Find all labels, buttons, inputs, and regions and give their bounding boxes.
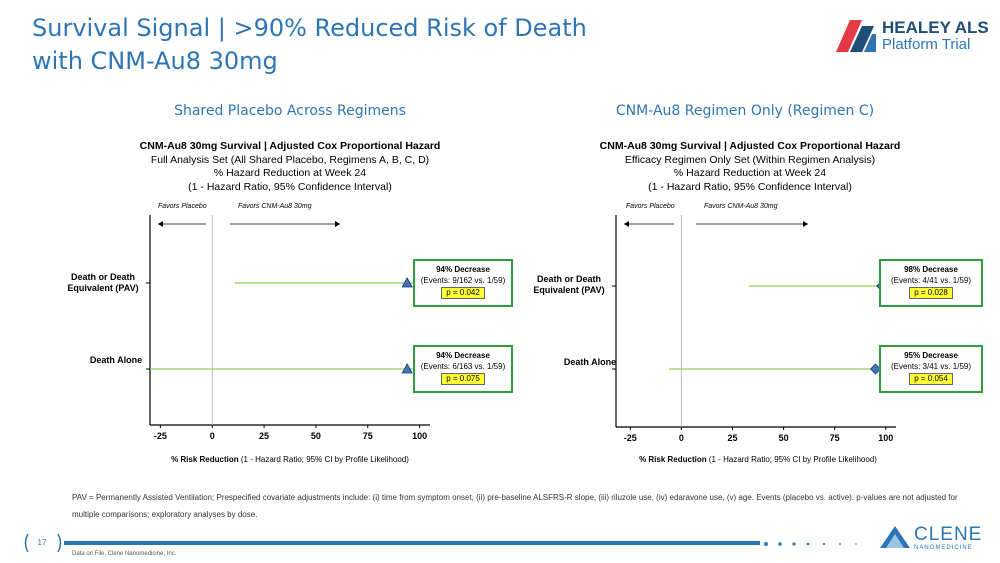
right-chart-title: CNM-Au8 30mg Survival | Adjusted Cox Pro… bbox=[599, 140, 901, 152]
x-tick-label: -25 bbox=[623, 433, 637, 443]
healey-als-logo: HEALEY ALS Platform Trial bbox=[836, 18, 989, 54]
right-row-label-pav: Death or Death Equivalent (PAV) bbox=[533, 274, 605, 295]
left-ann-death-events: (Events: 6/163 vs. 1/59) bbox=[420, 362, 506, 371]
right-favors-active: Favors CNM-Au8 30mg bbox=[704, 203, 778, 210]
healey-logo-icon bbox=[836, 20, 876, 52]
clene-logo-icon bbox=[880, 526, 910, 548]
x-tick-label: 50 bbox=[778, 433, 789, 443]
left-x-axis-title: % Risk Reduction (1 - Hazard Ratio; 95% … bbox=[171, 455, 409, 464]
left-ann-death-decrease: 94% Decrease bbox=[436, 351, 490, 360]
left-ann-pav-decrease: 94% Decrease bbox=[436, 265, 490, 274]
x-tick-label: 25 bbox=[259, 431, 270, 441]
right-x-axis-title-rest: (1 - Hazard Ratio; 95% CI by Profile Lik… bbox=[706, 455, 877, 464]
right-ann-death-events: (Events: 3/41 vs. 1/59) bbox=[890, 362, 972, 371]
footnote: PAV = Permanently Assisted Ventilation; … bbox=[72, 493, 958, 519]
page-number-bracket-icon bbox=[24, 533, 62, 553]
favors-active-arrowhead bbox=[335, 221, 340, 227]
right-favors-placebo: Favors Placebo bbox=[626, 203, 675, 210]
x-tick-label: 50 bbox=[310, 431, 321, 441]
left-annotation-pav: 94% Decrease (Events: 9/162 vs. 1/59) p … bbox=[413, 259, 513, 307]
left-annotation-death: 94% Decrease (Events: 6/163 vs. 1/59) p … bbox=[413, 345, 513, 393]
estimate-triangle-marker bbox=[401, 277, 413, 288]
right-chart-subtitle-1: Efficacy Regimen Only Set (Within Regime… bbox=[624, 153, 876, 166]
page-number: 17 bbox=[37, 538, 47, 547]
x-tick-label: 75 bbox=[829, 433, 840, 443]
left-x-axis-title-bold: % Risk Reduction bbox=[171, 455, 239, 464]
left-panel-title: Shared Placebo Across Regimens bbox=[174, 103, 406, 119]
right-x-axis-title: % Risk Reduction (1 - Hazard Ratio; 95% … bbox=[639, 455, 877, 464]
left-ann-pav-pvalue: p = 0.042 bbox=[441, 287, 485, 299]
right-ann-pav-pvalue: p = 0.028 bbox=[909, 287, 953, 299]
estimate-triangle-marker bbox=[401, 363, 413, 374]
left-ann-death-pvalue: p = 0.075 bbox=[441, 373, 485, 385]
right-ann-pav-decrease: 98% Decrease bbox=[904, 265, 958, 274]
clene-logo-line1: CLENE bbox=[914, 524, 983, 545]
x-tick-label: 100 bbox=[412, 431, 428, 441]
right-panel-title: CNM-Au8 Regimen Only (Regimen C) bbox=[615, 103, 875, 119]
right-x-axis-title-bold: % Risk Reduction bbox=[639, 455, 707, 464]
x-tick-label: 0 bbox=[209, 431, 215, 441]
healey-logo-line1: HEALEY ALS bbox=[882, 18, 989, 37]
favors-arrows bbox=[158, 221, 340, 227]
right-ann-death-decrease: 95% Decrease bbox=[904, 351, 958, 360]
left-ann-pav-events: (Events: 9/162 vs. 1/59) bbox=[420, 276, 506, 285]
left-chart-header: CNM-Au8 30mg Survival | Adjusted Cox Pro… bbox=[130, 140, 450, 194]
right-ann-death-pvalue: p = 0.054 bbox=[909, 373, 953, 385]
left-chart-title: CNM-Au8 30mg Survival | Adjusted Cox Pro… bbox=[139, 140, 441, 152]
right-row-label-death: Death Alone bbox=[563, 357, 617, 367]
favors-active-arrowhead bbox=[803, 221, 808, 227]
healey-logo-line2: Platform Trial bbox=[882, 36, 971, 53]
left-x-axis-title-rest: (1 - Hazard Ratio; 95% CI by Profile Lik… bbox=[238, 455, 409, 464]
right-chart-subtitle-2: % Hazard Reduction at Week 24 bbox=[673, 167, 827, 179]
left-chart-subtitle-2: % Hazard Reduction at Week 24 bbox=[213, 167, 367, 179]
right-chart-header: CNM-Au8 30mg Survival | Adjusted Cox Pro… bbox=[590, 140, 910, 194]
favors-placebo-arrowhead bbox=[624, 221, 629, 227]
x-tick-label: 25 bbox=[727, 433, 738, 443]
right-ann-pav-events: (Events: 4/41 vs. 1/59) bbox=[890, 276, 972, 285]
estimate-diamond-marker bbox=[869, 363, 882, 375]
left-row-label-death: Death Alone bbox=[89, 355, 143, 365]
x-tick-label: -25 bbox=[153, 431, 167, 441]
footer-dots-icon bbox=[764, 542, 857, 546]
x-tick-label: 75 bbox=[362, 431, 373, 441]
slide-title-line2: with CNM-Au8 30mg bbox=[32, 47, 278, 75]
right-forest-plot bbox=[612, 215, 896, 430]
left-favors-active: Favors CNM-Au8 30mg bbox=[238, 203, 312, 210]
x-tick-label: 0 bbox=[678, 433, 684, 443]
clene-logo-line2: NANOMEDICINE bbox=[914, 545, 973, 551]
clene-logo: CLENE NANOMEDICINE bbox=[880, 524, 990, 556]
slide-title-line1: Survival Signal | >90% Reduced Risk of D… bbox=[32, 14, 587, 42]
right-chart-subtitle-3: (1 - Hazard Ratio, 95% Confidence Interv… bbox=[648, 180, 852, 193]
source-note: Data on File, Clene Nanomedicine, Inc. bbox=[72, 551, 177, 557]
right-annotation-pav: 98% Decrease (Events: 4/41 vs. 1/59) p =… bbox=[879, 259, 983, 307]
left-forest-plot bbox=[146, 215, 430, 428]
favors-placebo-arrowhead bbox=[158, 221, 163, 227]
x-tick-label: 100 bbox=[878, 433, 894, 443]
slide-title: Survival Signal | >90% Reduced Risk of D… bbox=[32, 12, 592, 78]
left-favors-placebo: Favors Placebo bbox=[158, 203, 207, 210]
favors-arrows bbox=[624, 221, 808, 227]
footer-rule bbox=[64, 541, 760, 545]
right-annotation-death: 95% Decrease (Events: 3/41 vs. 1/59) p =… bbox=[879, 345, 983, 393]
left-row-label-pav: Death or Death Equivalent (PAV) bbox=[67, 272, 139, 293]
left-chart-subtitle-1: Full Analysis Set (All Shared Placebo, R… bbox=[150, 153, 430, 166]
left-chart-subtitle-3: (1 - Hazard Ratio, 95% Confidence Interv… bbox=[188, 180, 392, 193]
